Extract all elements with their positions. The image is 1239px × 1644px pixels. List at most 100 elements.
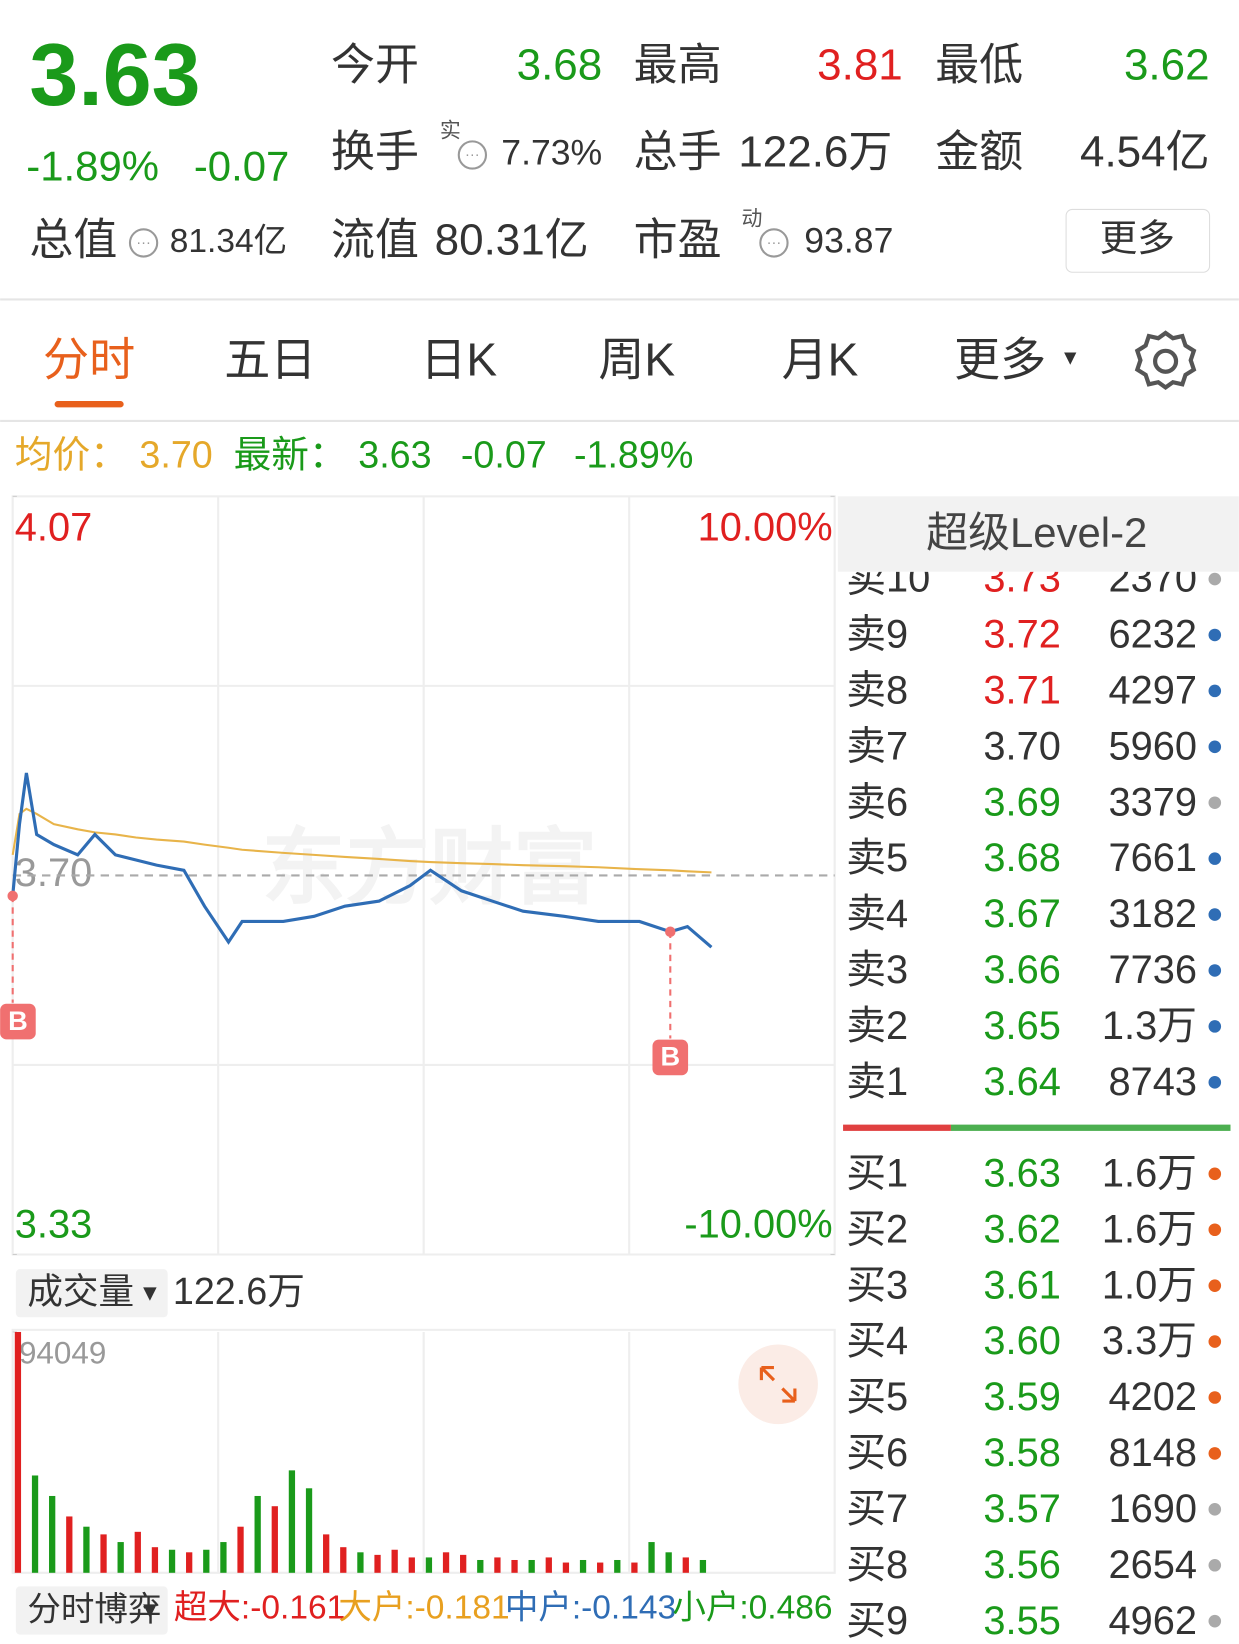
book-qty: 1690 bbox=[1108, 1487, 1197, 1531]
tab-underline bbox=[54, 401, 124, 408]
volume-bar bbox=[357, 1552, 364, 1573]
book-qty: 1.3万 bbox=[1102, 1004, 1197, 1048]
book-header bbox=[837, 496, 1239, 572]
expand-icon[interactable] bbox=[759, 1365, 797, 1403]
book-price: 3.55 bbox=[983, 1599, 1060, 1643]
volume-bar bbox=[545, 1557, 552, 1573]
book-dot bbox=[1208, 740, 1222, 754]
volume-bar bbox=[391, 1549, 398, 1573]
volume-bar bbox=[305, 1488, 313, 1573]
tab-dropdown-arrow[interactable]: ▼ bbox=[1060, 347, 1081, 370]
more-button-label[interactable]: 更多 bbox=[1100, 217, 1175, 259]
more-button[interactable] bbox=[1065, 208, 1211, 273]
volume-bar bbox=[648, 1542, 655, 1573]
y2-tick-label: -10.00% bbox=[684, 1203, 832, 1247]
book-label: 卖3 bbox=[846, 948, 908, 992]
volume-bar bbox=[408, 1557, 415, 1573]
stat-sup: 动 bbox=[741, 207, 762, 230]
volume-bar bbox=[220, 1542, 227, 1573]
book-price: 3.66 bbox=[983, 948, 1060, 992]
volume-bar bbox=[425, 1557, 433, 1573]
book-dot bbox=[1208, 1279, 1222, 1292]
tab[interactable]: 更多 bbox=[954, 334, 1046, 386]
book-qty: 3.3万 bbox=[1102, 1319, 1197, 1363]
book-price: 3.72 bbox=[983, 613, 1060, 657]
volume-bar bbox=[460, 1554, 467, 1573]
volume-bar bbox=[66, 1516, 73, 1573]
volume-bar bbox=[100, 1534, 107, 1573]
settings-icon[interactable] bbox=[1134, 330, 1197, 391]
volume-label[interactable]: 成交量 bbox=[27, 1272, 134, 1312]
game-selector[interactable] bbox=[15, 1586, 168, 1635]
book-label: 买9 bbox=[846, 1599, 908, 1643]
expand-button[interactable] bbox=[738, 1344, 818, 1425]
book-qty: 8743 bbox=[1108, 1060, 1197, 1104]
book-dot bbox=[1208, 908, 1222, 921]
book-qty: 4297 bbox=[1108, 669, 1197, 713]
volume-bar bbox=[340, 1547, 347, 1573]
book-label: 卖9 bbox=[846, 613, 908, 657]
stat-value: 80.31亿 bbox=[435, 216, 589, 265]
volume-bar bbox=[597, 1562, 604, 1573]
book-qty: 2654 bbox=[1108, 1543, 1197, 1587]
book-label: 买8 bbox=[846, 1543, 908, 1587]
volume-selector[interactable] bbox=[15, 1269, 168, 1318]
volume-bar bbox=[203, 1549, 210, 1573]
dropdown-arrow[interactable]: ▼ bbox=[138, 1597, 161, 1623]
tab[interactable]: 月K bbox=[782, 334, 859, 386]
book-label: 卖5 bbox=[846, 836, 908, 880]
stat-value: 3.68 bbox=[517, 41, 603, 90]
volume-bar bbox=[254, 1495, 261, 1573]
y2-tick-label: 10.00% bbox=[698, 505, 833, 549]
book-dot bbox=[1208, 1391, 1222, 1404]
book-dot bbox=[1208, 1223, 1222, 1237]
stat-value: 4.54亿 bbox=[1080, 128, 1210, 177]
dropdown-arrow[interactable]: ▼ bbox=[138, 1279, 161, 1305]
volume-bar bbox=[134, 1531, 141, 1573]
latest-change-pct: -1.89% bbox=[574, 434, 693, 476]
book-price: 3.62 bbox=[983, 1207, 1060, 1251]
watermark: 东方财富 bbox=[262, 820, 597, 914]
price-line bbox=[11, 772, 713, 949]
volume-bar bbox=[477, 1559, 484, 1573]
game-item: 超大:-0.161 bbox=[174, 1589, 345, 1626]
annotation-badge bbox=[0, 1003, 36, 1040]
y-tick-label: 4.07 bbox=[15, 505, 92, 549]
stat-label: 总值 bbox=[29, 216, 117, 265]
book-label: 买5 bbox=[846, 1375, 908, 1419]
book-label: 买6 bbox=[846, 1431, 908, 1475]
book-dot bbox=[1208, 964, 1222, 977]
book-qty: 3379 bbox=[1108, 780, 1197, 824]
info-icon bbox=[128, 228, 159, 258]
book-price: 3.57 bbox=[983, 1487, 1060, 1531]
volume-bar bbox=[49, 1495, 56, 1573]
book-qty: 6232 bbox=[1108, 613, 1197, 657]
book-label: 买1 bbox=[846, 1151, 908, 1195]
tab[interactable]: 分时 bbox=[43, 334, 135, 386]
book-price: 3.60 bbox=[983, 1319, 1060, 1363]
volume-bar bbox=[614, 1559, 621, 1573]
current-price: 3.63 bbox=[29, 25, 200, 124]
tab[interactable]: 日K bbox=[420, 334, 497, 386]
volume-bar bbox=[323, 1534, 330, 1573]
stat-value: 3.62 bbox=[1124, 41, 1210, 90]
volume-bar bbox=[699, 1559, 707, 1573]
y-tick-label: 3.70 bbox=[15, 851, 92, 895]
stat-label: 今开 bbox=[331, 41, 419, 90]
book-qty: 4202 bbox=[1108, 1375, 1197, 1419]
volume-bar bbox=[117, 1542, 124, 1573]
book-label: 卖6 bbox=[846, 780, 908, 824]
book-price: 3.61 bbox=[983, 1263, 1060, 1307]
game-label[interactable]: 分时博弈 bbox=[27, 1591, 161, 1628]
book-dot bbox=[1208, 1167, 1222, 1181]
game-item: 中户:-0.143 bbox=[505, 1589, 676, 1626]
volume-bar bbox=[374, 1554, 381, 1573]
annotation-text: B bbox=[8, 1005, 28, 1036]
book-price: 3.70 bbox=[983, 724, 1060, 768]
tab[interactable]: 五日 bbox=[224, 334, 316, 386]
avg-line bbox=[11, 807, 712, 874]
stat-value: 7.73% bbox=[501, 132, 602, 172]
tab[interactable]: 周K bbox=[598, 334, 675, 386]
